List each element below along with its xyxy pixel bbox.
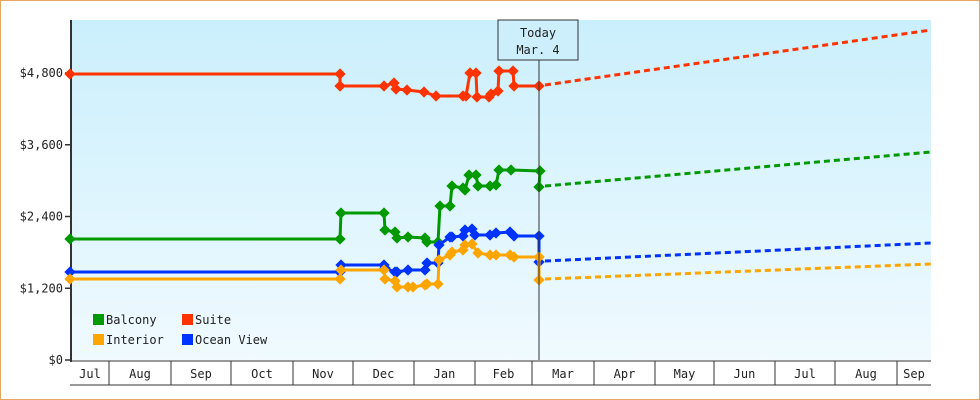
data-point[interactable] xyxy=(493,164,505,176)
data-point[interactable] xyxy=(508,230,520,242)
data-point[interactable] xyxy=(466,238,478,250)
data-point[interactable] xyxy=(434,200,446,212)
data-point[interactable] xyxy=(421,278,433,290)
data-point[interactable] xyxy=(421,257,433,269)
x-tick-label: Aug xyxy=(855,367,877,381)
data-point[interactable] xyxy=(334,273,346,285)
legend-item-balcony[interactable]: Balcony xyxy=(93,313,157,327)
x-tick-label: Jun xyxy=(734,367,756,381)
plot-area xyxy=(71,20,931,360)
series-ocean-view xyxy=(64,223,932,278)
legend: Balcony Suite Interior Ocean View xyxy=(93,313,268,347)
y-tick-label: $3,600 xyxy=(20,138,63,152)
x-tick-label: Nov xyxy=(312,367,334,381)
data-point[interactable] xyxy=(444,200,456,212)
x-tick-label: Sep xyxy=(903,367,925,381)
data-point[interactable] xyxy=(379,224,391,236)
data-point[interactable] xyxy=(391,232,403,244)
data-point[interactable] xyxy=(484,249,496,261)
data-point[interactable] xyxy=(459,184,471,196)
x-tick-label: Dec xyxy=(373,367,395,381)
data-point[interactable] xyxy=(379,273,391,285)
legend-swatch xyxy=(93,314,104,325)
data-point[interactable] xyxy=(505,164,517,176)
legend-label: Ocean View xyxy=(195,333,268,347)
series-balcony xyxy=(64,150,932,248)
x-tick-label: Jan xyxy=(434,367,456,381)
data-point[interactable] xyxy=(470,169,482,181)
data-point[interactable] xyxy=(402,231,414,243)
data-point[interactable] xyxy=(490,227,502,239)
legend-label: Suite xyxy=(195,313,231,327)
y-tick-label: $2,400 xyxy=(20,210,63,224)
y-tick-label: $0 xyxy=(49,353,63,367)
legend-swatch xyxy=(182,334,193,345)
data-point[interactable] xyxy=(334,233,346,245)
legend-item-suite[interactable]: Suite xyxy=(182,313,231,327)
today-label-box xyxy=(497,19,579,61)
data-point[interactable] xyxy=(391,281,403,293)
data-point[interactable] xyxy=(402,264,414,276)
legend-label: Balcony xyxy=(106,313,157,327)
x-tick-label: Feb xyxy=(493,367,515,381)
data-point[interactable] xyxy=(391,266,403,278)
data-point[interactable] xyxy=(335,264,347,276)
series-lines xyxy=(64,28,932,293)
data-point[interactable] xyxy=(463,169,475,181)
x-tick-label: Oct xyxy=(251,367,273,381)
legend-swatch xyxy=(182,314,193,325)
data-point[interactable] xyxy=(407,281,419,293)
data-point[interactable] xyxy=(421,236,433,248)
x-tick-label: Aug xyxy=(129,367,151,381)
data-point[interactable] xyxy=(469,229,481,241)
today-date: Mar. 4 xyxy=(516,43,559,57)
data-point[interactable] xyxy=(508,251,520,263)
x-axis: Jul Aug Sep Oct Nov Dec Jan Feb Mar Apr May Jun Jul A… xyxy=(70,360,931,386)
data-point[interactable] xyxy=(459,239,471,251)
data-point[interactable] xyxy=(472,180,484,192)
legend-swatch xyxy=(93,334,104,345)
x-tick-label: Jul xyxy=(794,367,816,381)
data-point[interactable] xyxy=(490,179,502,191)
data-point[interactable] xyxy=(378,264,390,276)
data-point[interactable] xyxy=(446,246,458,258)
y-tick-label: $1,200 xyxy=(20,281,63,295)
x-tick-label: May xyxy=(674,367,696,381)
data-point[interactable] xyxy=(472,247,484,259)
data-point[interactable] xyxy=(446,231,458,243)
legend-label: Interior xyxy=(106,333,164,347)
x-tick-label: Sep xyxy=(190,367,212,381)
x-tick-label: Mar xyxy=(552,367,574,381)
legend-item-ocean-view[interactable]: Ocean View xyxy=(182,333,268,347)
data-point[interactable] xyxy=(432,278,444,290)
legend-item-interior[interactable]: Interior xyxy=(93,333,164,347)
data-point[interactable] xyxy=(433,254,445,266)
data-point[interactable] xyxy=(490,249,502,261)
x-tick-label: Jul xyxy=(79,367,101,381)
data-point[interactable] xyxy=(459,224,471,236)
data-point[interactable] xyxy=(446,180,458,192)
data-point[interactable] xyxy=(534,165,546,177)
series-interior xyxy=(64,238,932,293)
y-axis: $0 $1,200 $2,400 $3,600 $4,800 xyxy=(20,20,72,367)
data-point[interactable] xyxy=(433,239,445,251)
data-point[interactable] xyxy=(335,207,347,219)
y-tick-label: $4,800 xyxy=(20,66,63,80)
today-marker: Today Mar. 4 xyxy=(497,19,579,360)
today-label: Today xyxy=(520,26,556,40)
x-tick-label: Apr xyxy=(614,367,636,381)
data-point[interactable] xyxy=(378,207,390,219)
